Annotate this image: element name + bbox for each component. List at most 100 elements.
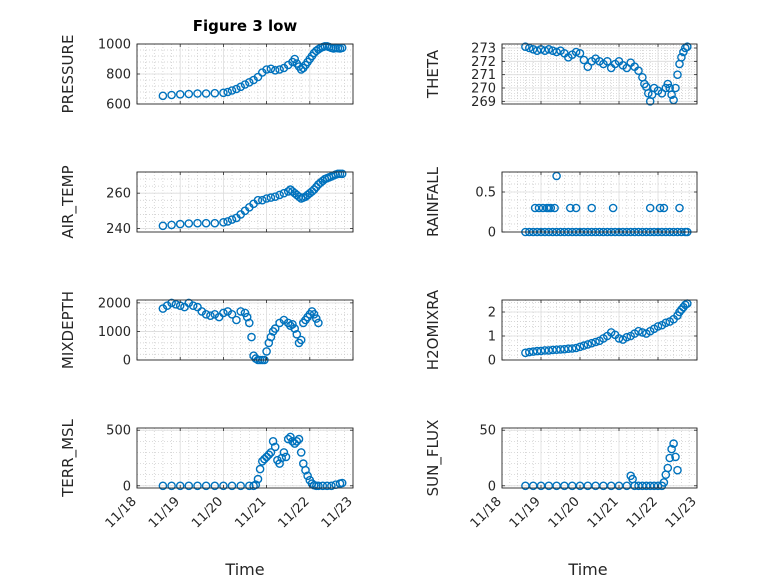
data-point: [663, 79, 673, 89]
y-tick-label: 0: [123, 479, 131, 494]
data-point: [571, 203, 581, 213]
x-tick-label: 11/23: [663, 494, 700, 531]
data-point: [219, 217, 228, 227]
y-tick-label: 260: [106, 187, 131, 202]
data-point: [167, 220, 176, 230]
y-tick-label: 240: [106, 222, 131, 237]
data-point: [167, 90, 176, 100]
data-point: [292, 329, 302, 339]
data-point: [663, 463, 673, 473]
data-point: [552, 47, 561, 57]
y-axis-label: AIR_TEMP: [59, 165, 78, 238]
data-point: [240, 80, 250, 89]
data-point: [270, 324, 280, 333]
data-points: [158, 298, 323, 365]
data-points: [158, 432, 347, 491]
data-point: [288, 319, 297, 329]
data-point: [193, 302, 202, 312]
data-point: [158, 221, 168, 231]
data-point: [219, 88, 228, 98]
data-point: [301, 465, 310, 475]
y-axis-label: TERR_MSL: [59, 418, 78, 497]
data-point: [671, 83, 680, 93]
data-point: [219, 481, 228, 491]
data-point: [550, 203, 559, 213]
y-tick-label: 1000: [98, 325, 131, 340]
data-points: [521, 299, 692, 358]
tick-marks: [136, 172, 354, 232]
data-point: [270, 66, 280, 75]
data-point: [255, 464, 265, 474]
data-point: [318, 481, 328, 491]
data-point: [645, 203, 655, 213]
y-tick-label: 600: [106, 98, 131, 113]
data-point: [275, 190, 284, 200]
data-point: [262, 194, 271, 203]
axes-box: [501, 299, 698, 361]
data-point: [544, 45, 554, 54]
data-point: [247, 332, 256, 342]
y-tick-label: 500: [106, 424, 131, 439]
data-point: [257, 456, 267, 466]
y-axis-label: THETA: [424, 49, 442, 99]
data-point: [296, 65, 306, 74]
data-point: [659, 203, 669, 213]
y-tick-label: 0: [488, 226, 496, 241]
h2omixra-panel: 0 1 2 H2OMIXRA: [424, 289, 698, 370]
plot-area: [137, 428, 353, 488]
data-point: [266, 64, 276, 74]
y-tick-label: 271: [471, 68, 496, 83]
x-tick-label: 11/18: [468, 494, 505, 531]
plot-area: [137, 300, 353, 360]
data-point: [634, 326, 643, 336]
data-point: [227, 86, 237, 95]
data-point: [184, 89, 194, 99]
data-point: [158, 91, 168, 101]
data-point: [309, 309, 319, 319]
data-point: [184, 298, 194, 308]
data-point: [337, 169, 347, 179]
y-tick-label: 270: [471, 82, 496, 97]
data-point: [296, 335, 306, 345]
plot-area: [502, 300, 697, 360]
data-point: [201, 309, 211, 319]
y-tick-label: 800: [106, 68, 131, 83]
data-point: [309, 185, 319, 194]
y-axis-label: SUN_FLUX: [424, 420, 443, 497]
axes-box: [501, 43, 698, 105]
rainfall-panel: 0 0.5 RAINFALL: [424, 166, 698, 241]
data-point: [262, 65, 271, 74]
data-point: [571, 47, 581, 57]
data-point: [290, 54, 300, 64]
plot-area: [502, 428, 697, 488]
data-point: [279, 188, 289, 198]
data-point: [210, 481, 220, 491]
data-point: [296, 448, 306, 457]
data-point: [521, 42, 530, 52]
y-axis-label: H2OMIXRA: [424, 289, 442, 370]
data-point: [587, 203, 597, 213]
data-point: [279, 448, 289, 457]
data-point: [591, 337, 600, 347]
data-point: [318, 176, 328, 186]
data-point: [171, 299, 181, 309]
x-tick-label: 11/21: [232, 494, 269, 531]
data-point: [673, 70, 682, 79]
data-point: [257, 195, 267, 205]
minor-grid: [137, 171, 353, 232]
data-point: [227, 215, 237, 224]
x-tick-label: 11/20: [189, 494, 226, 531]
y-axis-label: MIXDEPTH: [59, 291, 77, 369]
data-point: [175, 90, 185, 99]
data-point: [210, 218, 220, 228]
data-point: [210, 309, 220, 319]
air-temp-panel: 240 260 AIR_TEMP: [59, 165, 354, 239]
y-axis-label: RAINFALL: [424, 166, 442, 237]
data-point: [193, 481, 202, 491]
data-point: [236, 481, 245, 491]
x-tick-label: 11/23: [319, 494, 356, 531]
data-point: [655, 203, 665, 213]
data-point: [277, 453, 287, 463]
tick-marks: [136, 43, 354, 105]
data-point: [575, 49, 585, 58]
